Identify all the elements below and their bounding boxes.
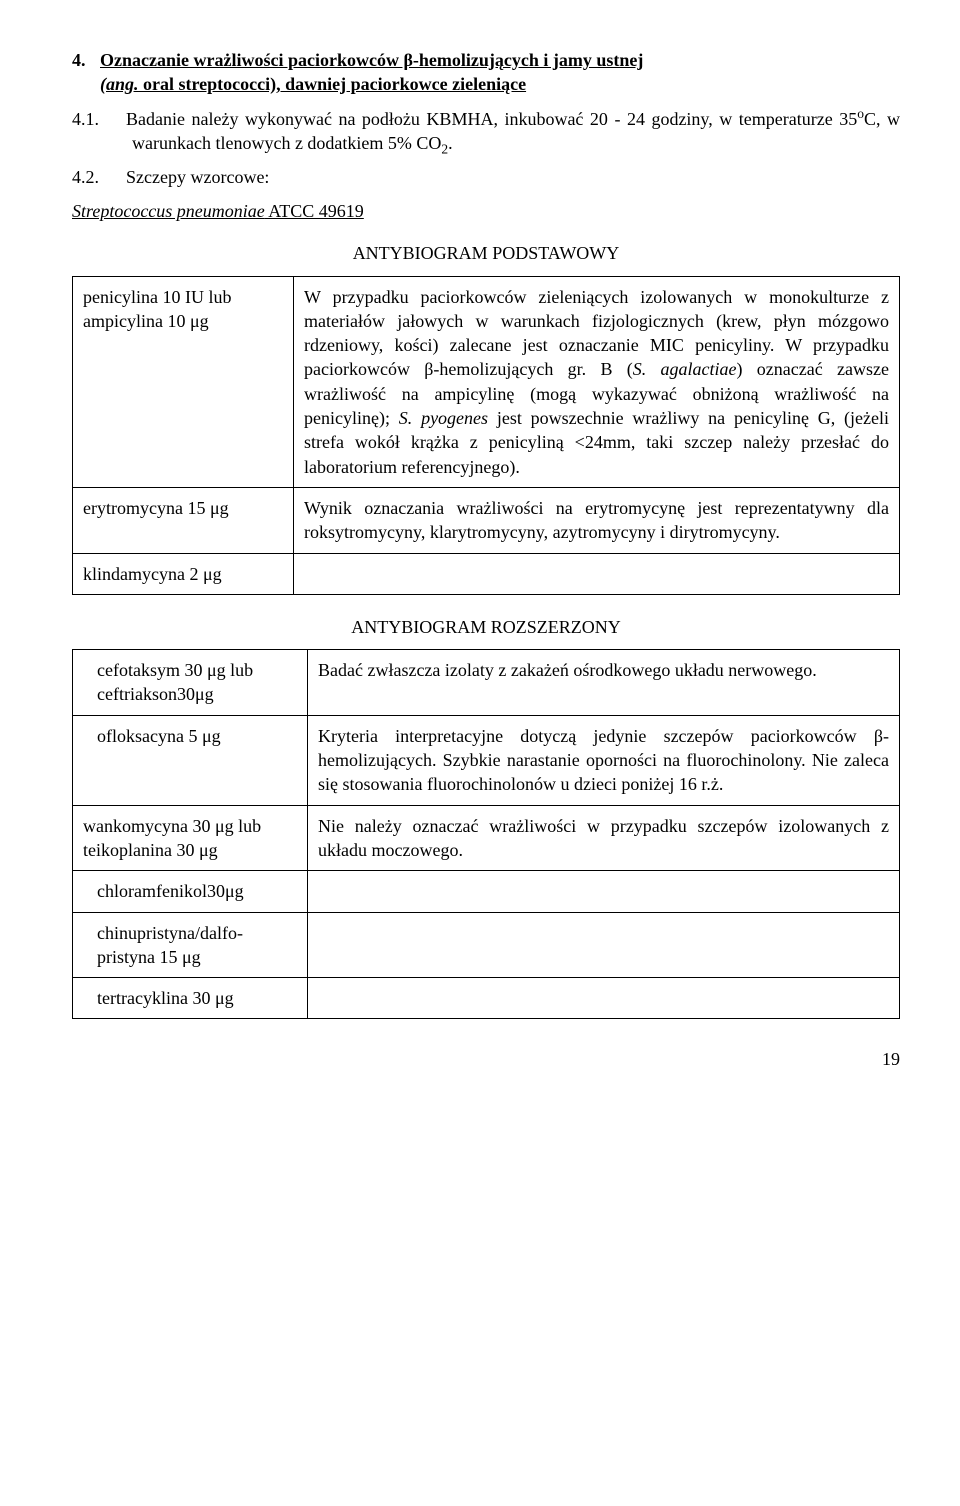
table2-r5-right [308,912,900,978]
table1-r2-left: erytromycyna 15 μg [73,487,294,553]
table2-r4-left: chloramfenikol30μg [73,871,308,912]
table-row: penicylina 10 IU lub ampicylina 10 μg W … [73,276,900,487]
sub-item-2-idx: 4.2. [72,165,126,189]
table1-r1-right: W przypadku paciorkowców zieleniących iz… [294,276,900,487]
page-number: 19 [72,1047,900,1071]
table2-r3-left: wankomycyna 30 μg lub teikoplanina 30 μg [73,805,308,871]
table-podstawowy: penicylina 10 IU lub ampicylina 10 μg W … [72,276,900,595]
table-row: ofloksacyna 5 μg Kryteria interpretacyjn… [73,715,900,805]
sub-list: 4.1.Badanie należy wykonywać na podłożu … [72,105,900,189]
table-row: erytromycyna 15 μg Wynik oznaczania wraż… [73,487,900,553]
table2-title: ANTYBIOGRAM ROZSZERZONY [72,615,900,639]
table-row: tertracyklina 30 μg [73,978,900,1019]
table-row: chinupristyna/dalfo-pristyna 15 μg [73,912,900,978]
section-title-line2: (ang. oral streptococci), dawniej pacior… [100,74,526,94]
table2-r1-right: Badać zwłaszcza izolaty z zakażeń ośrodk… [308,650,900,716]
sub-item-1-sup: o [857,106,864,121]
sub-item-2-text: Szczepy wzorcowe: [126,167,269,187]
table1-title: ANTYBIOGRAM PODSTAWOWY [72,241,900,265]
reference-italic: Streptococcus pneumoniae [72,201,265,221]
table2-r6-left: tertracyklina 30 μg [73,978,308,1019]
table-row: klindamycyna 2 μg [73,553,900,594]
sub-item-1: 4.1.Badanie należy wykonywać na podłożu … [72,105,900,159]
table-row: chloramfenikol30μg [73,871,900,912]
reference-line: Streptococcus pneumoniae ATCC 49619 [72,199,900,223]
section-number: 4. [72,48,100,72]
table2-r1-left: cefotaksym 30 μg lub ceftriakson30μg [73,650,308,716]
table-row: wankomycyna 30 μg lub teikoplanina 30 μg… [73,805,900,871]
sub-item-1-text-a: Badanie należy wykonywać na podłożu KBMH… [126,109,857,129]
table2-r2-left: ofloksacyna 5 μg [73,715,308,805]
table2-r5-left: chinupristyna/dalfo-pristyna 15 μg [73,912,308,978]
table2-r2-right: Kryteria interpretacyjne dotyczą jedynie… [308,715,900,805]
section-title-line1: Oznaczanie wrażliwości paciorkowców β-he… [100,50,643,70]
reference-rest: ATCC 49619 [265,201,364,221]
table1-r2-right: Wynik oznaczania wrażliwości na erytromy… [294,487,900,553]
table-rozszerzony: cefotaksym 30 μg lub ceftriakson30μg Bad… [72,649,900,1019]
table2-r4-right [308,871,900,912]
table-row: cefotaksym 30 μg lub ceftriakson30μg Bad… [73,650,900,716]
sub-item-2: 4.2.Szczepy wzorcowe: [72,165,900,189]
table2-r6-right [308,978,900,1019]
sub-item-1-text-c: . [448,133,453,153]
section-title-italic: (ang. [100,74,139,94]
section-title-line2-rest: oral streptococci), dawniej paciorkowce … [139,74,527,94]
table1-r3-right [294,553,900,594]
table1-r1-left: penicylina 10 IU lub ampicylina 10 μg [73,276,294,487]
sub-item-1-idx: 4.1. [72,107,126,131]
section-heading: 4.Oznaczanie wrażliwości paciorkowców β-… [72,48,900,97]
table2-r3-right: Nie należy oznaczać wrażliwości w przypa… [308,805,900,871]
table1-r3-left: klindamycyna 2 μg [73,553,294,594]
